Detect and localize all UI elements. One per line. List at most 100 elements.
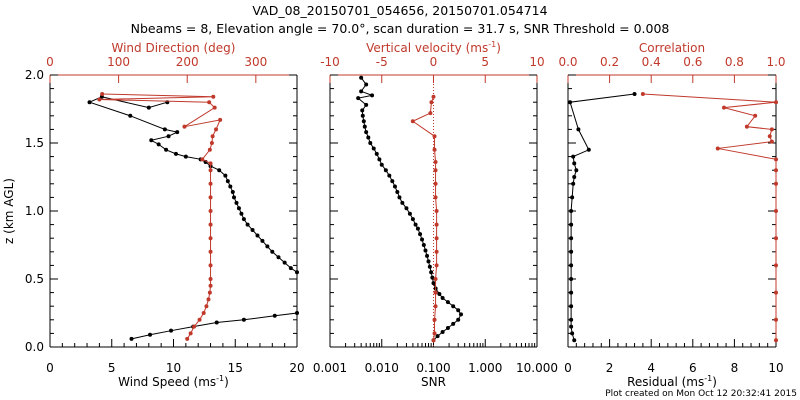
wind-bottom-point [223, 173, 228, 178]
wind-top-point [208, 283, 213, 288]
snr-bottom-point [435, 334, 440, 339]
wind-bottom-series-line [88, 96, 298, 340]
snr-bottom-point [359, 89, 364, 94]
wind-bottom-point [173, 151, 178, 156]
wind-bottom-tick-label: 10 [166, 361, 181, 375]
snr-bottom-point [410, 217, 415, 222]
wind-top-tick-label: 100 [107, 55, 130, 69]
wind-bottom-point [282, 260, 287, 265]
snr-bottom-point [377, 157, 382, 162]
wind-top-point [200, 157, 205, 162]
wind-bottom-point [239, 211, 244, 216]
snr-bottom-point [362, 124, 367, 129]
correlation-top-point [774, 290, 778, 295]
wind-top-point [208, 249, 213, 254]
wind-top-point [208, 195, 213, 200]
wind-top-point [208, 222, 213, 227]
correlation-bottom-series-line [569, 93, 635, 341]
snr-bottom-point [371, 146, 376, 151]
wind-bottom-point [149, 138, 154, 143]
wind-bottom-tick-label: 15 [228, 361, 243, 375]
snr-top-point [433, 181, 438, 186]
snr-top-point [432, 331, 437, 336]
correlation-bottom-tick-label: 10 [768, 361, 783, 375]
snr-bottom-point [360, 113, 365, 118]
snr-top-point [433, 168, 438, 173]
wind-top-point [209, 141, 214, 145]
snr-bottom-point [430, 275, 435, 280]
snr-bottom-point [440, 330, 445, 335]
snr-top-axis-label: Vertical velocity (ms-1) [366, 40, 501, 55]
correlation-bottom-point [569, 236, 574, 241]
correlation-top-point [774, 236, 778, 241]
snr-bottom-point [421, 243, 426, 247]
snr-bottom-point [445, 325, 450, 330]
correlation-top-point [767, 134, 772, 139]
snr-bottom-point [390, 179, 395, 184]
correlation-top-point [722, 105, 726, 110]
snr-bottom-point [383, 168, 388, 173]
chart-title-line2: Nbeams = 8, Elevation angle = 70.0°, sca… [131, 21, 670, 36]
wind-bottom-axis-label: Wind Speed (ms-1) [118, 374, 229, 389]
wind-top-tick-label: 0 [46, 55, 54, 69]
snr-bottom-point [420, 237, 425, 242]
wind-left-tick-label: 1.0 [25, 204, 44, 218]
snr-bottom-point [364, 102, 369, 107]
snr-top-point [431, 94, 436, 99]
snr-top-point [433, 304, 438, 309]
wind-top-point [192, 324, 197, 329]
snr-bottom-point [368, 141, 373, 145]
correlation-bottom-tick-label: 4 [647, 361, 655, 375]
correlation-top-point [774, 168, 778, 173]
correlation-bottom-point [569, 222, 574, 227]
wind-bottom-point [270, 249, 275, 254]
wind-top-point [208, 236, 213, 241]
wind-bottom-point [217, 168, 222, 173]
snr-bottom-point [366, 135, 371, 140]
correlation-bottom-point [570, 195, 575, 200]
snr-bottom-point [456, 308, 461, 313]
snr-bottom-point [397, 195, 402, 200]
snr-bottom-series-line [357, 77, 462, 341]
snr-top-point [432, 317, 437, 322]
snr-bottom-point [415, 226, 420, 231]
correlation-top-point [640, 92, 645, 97]
snr-bottom-point [360, 108, 365, 113]
wind-top-point [208, 161, 213, 166]
wind-left-axis-label: z (km AGL) [2, 178, 16, 244]
correlation-top-point [769, 139, 774, 144]
correlation-bottom-point [574, 168, 579, 173]
snr-bottom-point [445, 300, 450, 305]
snr-bottom-point [427, 264, 432, 269]
snr-bottom-point [429, 270, 434, 275]
correlation-top-point [774, 100, 778, 105]
snr-top-tick-label: -10 [320, 55, 340, 69]
wind-bottom-point [162, 127, 167, 132]
wind-top-point [211, 94, 216, 99]
snr-top-point [433, 290, 438, 295]
snr-bottom-point [400, 200, 405, 205]
wind-bottom-point [166, 134, 171, 139]
snr-bottom-point [425, 253, 430, 258]
correlation-bottom-point [569, 304, 574, 309]
snr-bottom-axis-label: SNR [421, 375, 446, 389]
correlation-bottom-axis-label: Residual (ms-1) [627, 374, 717, 389]
correlation-top-point [774, 338, 778, 343]
wind-left-tick-label: 0.5 [25, 272, 44, 286]
snr-bottom-point [426, 259, 431, 264]
snr-bottom-point [387, 173, 392, 178]
correlation-bottom-tick-label: 2 [606, 361, 614, 375]
correlation-bottom-tick-label: 0 [564, 361, 572, 375]
wind-bottom-point [272, 313, 277, 318]
snr-bottom-point [459, 312, 464, 317]
correlation-bottom-point [571, 154, 576, 159]
wind-bottom-point [295, 270, 299, 275]
snr-bottom-point [359, 75, 364, 80]
wind-bottom-point [250, 228, 255, 233]
correlation-top-point [774, 317, 778, 322]
wind-bottom-point [295, 311, 299, 315]
wind-bottom-point [230, 189, 235, 194]
correlation-top-series-line [642, 93, 777, 341]
snr-top-point [410, 119, 415, 124]
